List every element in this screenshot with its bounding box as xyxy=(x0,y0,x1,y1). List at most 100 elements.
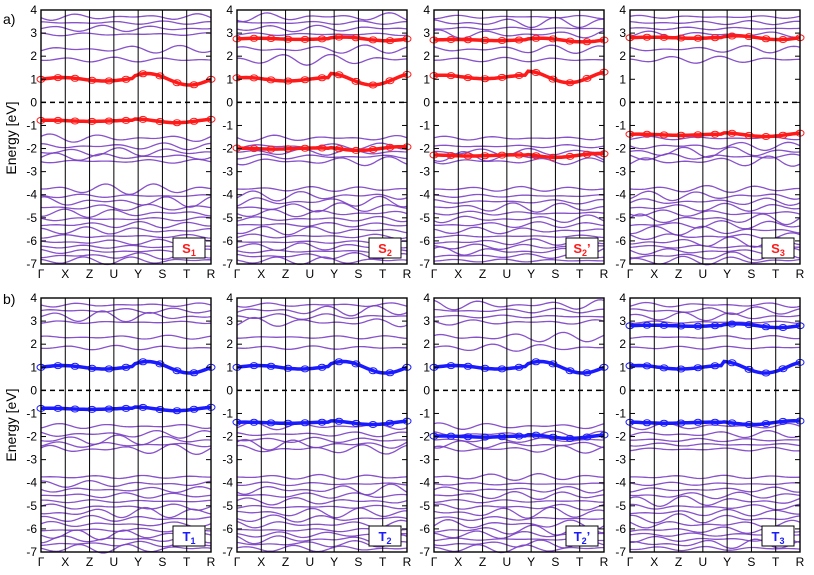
kpoint-label: Γ xyxy=(431,267,438,281)
band-line xyxy=(41,474,211,480)
weight-marker xyxy=(531,69,541,76)
panel-tag-box xyxy=(368,525,402,547)
weight-marker xyxy=(266,35,276,42)
band-line xyxy=(40,133,212,143)
weight-marker xyxy=(676,131,686,139)
y-tick-label: 0 xyxy=(619,95,626,109)
kpoint-label: U xyxy=(503,555,512,569)
band-line xyxy=(236,208,408,218)
weight-marker xyxy=(642,419,652,427)
band-line xyxy=(40,56,212,63)
weight-marker xyxy=(189,81,199,89)
band-line xyxy=(40,147,212,157)
kpoint-label: Y xyxy=(723,555,731,569)
weight-marker xyxy=(761,133,771,140)
band-line xyxy=(40,256,212,266)
band-line xyxy=(433,515,605,522)
y-tick-label: 4 xyxy=(423,291,430,305)
band-line xyxy=(433,307,605,314)
weight-marker xyxy=(710,322,720,330)
band-line xyxy=(629,508,800,517)
y-tick-label: 0 xyxy=(423,383,430,397)
band-line xyxy=(433,202,605,213)
band-line xyxy=(237,153,408,160)
band-line xyxy=(433,198,605,205)
weight-marker xyxy=(300,144,310,152)
kpoint-label: T xyxy=(183,555,191,569)
band-line xyxy=(433,485,605,494)
band-line xyxy=(236,497,408,506)
panel-tag-prime: ’ xyxy=(587,241,591,256)
weight-marker xyxy=(53,116,63,124)
weight-marker xyxy=(189,405,199,413)
y-tick-label: -2 xyxy=(615,142,626,156)
y-tick-label: 2 xyxy=(226,337,233,351)
weight-marker xyxy=(368,146,378,153)
band-line xyxy=(629,334,801,340)
y-tick-label: -6 xyxy=(26,234,37,248)
weight-marker xyxy=(300,419,310,427)
band-line xyxy=(40,422,212,430)
kpoint-label: Z xyxy=(675,267,682,281)
weight-marker xyxy=(368,421,378,428)
panel-frame xyxy=(629,297,801,553)
y-tick-label: 2 xyxy=(619,337,626,351)
band-line xyxy=(433,157,605,166)
weight-marker xyxy=(300,365,310,373)
weight-marker xyxy=(582,150,592,158)
band-line xyxy=(433,473,605,481)
weight-marker xyxy=(778,36,788,43)
band-line xyxy=(40,13,212,21)
band-line xyxy=(236,302,408,308)
kpoint-label: T xyxy=(576,555,584,569)
band-line xyxy=(629,141,801,152)
row-label-a: a) xyxy=(3,11,15,27)
weight-marker xyxy=(693,131,703,139)
weight-marker xyxy=(514,363,524,371)
kpoint-label: R xyxy=(207,555,216,569)
y-tick-label: -6 xyxy=(419,234,430,248)
weight-marker xyxy=(70,405,80,413)
band-line xyxy=(236,222,408,228)
weight-marker xyxy=(249,418,259,426)
y-tick-label: -7 xyxy=(26,545,37,559)
weight-marker xyxy=(497,151,507,159)
y-tick-label: 4 xyxy=(619,291,626,305)
row-label-b: b) xyxy=(3,291,15,307)
y-tick-label: 3 xyxy=(619,314,626,328)
band-line xyxy=(236,24,408,33)
panel-tag-subscript: 2 xyxy=(582,248,587,258)
weight-marker xyxy=(514,432,524,440)
band-line xyxy=(237,20,408,25)
y-tick-label: -5 xyxy=(222,211,233,225)
band-line xyxy=(629,491,801,500)
weight-marker xyxy=(531,34,541,42)
panel-tag-box xyxy=(565,237,599,259)
weight-marker xyxy=(463,74,473,82)
kpoint-label: R xyxy=(403,555,412,569)
weight-marker xyxy=(693,418,703,426)
weight-marker xyxy=(548,35,558,43)
kpoint-label: U xyxy=(306,555,315,569)
panel-tag-subscript: 3 xyxy=(779,536,784,546)
panel-tag-subscript: 1 xyxy=(190,536,195,546)
weight-marker xyxy=(121,75,131,83)
band-line xyxy=(41,499,212,504)
weight-marker xyxy=(727,320,737,328)
highlighted-band xyxy=(237,419,408,427)
weight-marker xyxy=(463,152,473,160)
y-tick-label: -6 xyxy=(222,234,233,248)
band-line xyxy=(40,208,212,219)
weight-marker xyxy=(283,145,293,153)
band-line xyxy=(236,483,408,496)
y-tick-label: 1 xyxy=(619,360,626,374)
weight-marker xyxy=(368,367,378,375)
band-line xyxy=(433,258,604,263)
weight-marker xyxy=(582,433,592,441)
weight-marker xyxy=(138,403,148,411)
kpoint-label: X xyxy=(650,555,658,569)
y-tick-label: -1 xyxy=(419,118,430,132)
band-line xyxy=(40,434,212,446)
weight-marker xyxy=(70,362,80,370)
y-tick-label: -2 xyxy=(419,142,430,156)
